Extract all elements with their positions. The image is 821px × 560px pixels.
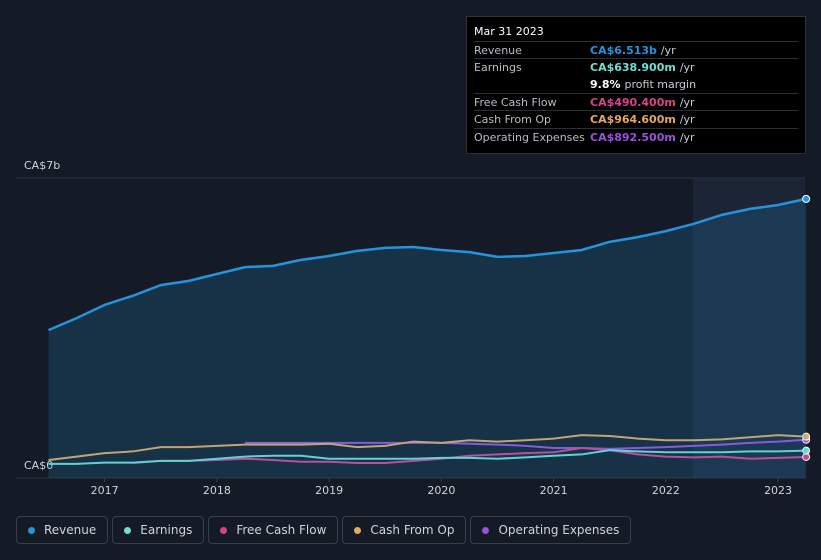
series-line xyxy=(48,434,807,461)
tooltip-unit: /yr xyxy=(660,44,676,57)
tooltip-value: CA$964.600m xyxy=(590,113,676,127)
x-tick-label: 2022 xyxy=(652,484,680,497)
tooltip-label: Free Cash Flow xyxy=(474,95,557,109)
tooltip-value: CA$892.500m xyxy=(590,130,676,144)
legend-dot xyxy=(354,526,362,534)
tooltip-value: CA$638.900m xyxy=(590,61,676,75)
legend-label: Earnings xyxy=(140,523,193,537)
legend-item[interactable]: Earnings xyxy=(112,516,205,544)
highlight-region xyxy=(693,178,805,478)
legend-label: Operating Expenses xyxy=(498,523,620,537)
end-dot xyxy=(802,432,811,441)
legend-item[interactable]: Cash From Op xyxy=(342,516,467,544)
tooltip-label: Operating Expenses xyxy=(474,130,585,144)
legend-label: Free Cash Flow xyxy=(236,523,327,537)
tooltip-row: Cash From Op CA$964.600m/yr xyxy=(474,110,798,128)
tooltip: Mar 31 2023 Revenue CA$6.513b/yr Earnings C… xyxy=(466,16,806,154)
end-dot xyxy=(802,194,811,203)
tooltip-unit: profit margin xyxy=(624,77,697,91)
tooltip-unit: /yr xyxy=(679,113,695,127)
legend-item[interactable]: Revenue xyxy=(16,516,109,544)
legend-dot xyxy=(482,526,490,534)
tooltip-unit: /yr xyxy=(679,61,695,75)
tooltip-label: Revenue xyxy=(474,44,522,57)
x-tick-label: 2018 xyxy=(203,484,231,497)
series-line xyxy=(48,197,807,332)
legend-dot xyxy=(220,526,228,534)
series-line xyxy=(244,438,807,450)
x-tick-label: 2017 xyxy=(91,484,119,497)
tooltip-value: CA$6.513b xyxy=(590,44,657,57)
tooltip-label: Earnings xyxy=(474,61,522,75)
area xyxy=(48,198,807,478)
legend-dot xyxy=(124,526,132,534)
tooltip-row: Revenue CA$6.513b/yr xyxy=(474,41,798,59)
series-line xyxy=(48,449,807,465)
tooltip-value: 9.8% xyxy=(590,77,621,91)
y-tick-label: CA$0 xyxy=(24,459,53,472)
legend-label: Cash From Op xyxy=(370,523,455,537)
legend-label: Revenue xyxy=(44,523,97,537)
legend-item[interactable]: Free Cash Flow xyxy=(208,516,339,544)
tooltip-row: Free Cash Flow CA$490.400m/yr xyxy=(474,92,798,111)
legend: Revenue Earnings Free Cash Flow Cash From O… xyxy=(16,516,632,544)
x-tick-label: 2020 xyxy=(427,484,455,497)
tooltip-row: Operating Expenses CA$892.500m/yr xyxy=(474,127,798,146)
legend-dot xyxy=(28,526,35,534)
x-tick-label: 2023 xyxy=(764,484,792,497)
x-tick-label: 2019 xyxy=(315,484,343,497)
tooltip-unit: /yr xyxy=(679,130,695,144)
legend-item[interactable]: Operating Expenses xyxy=(470,516,632,544)
tooltip-value: CA$490.400m xyxy=(590,95,676,109)
tooltip-row: Earnings CA$638.900m/yr xyxy=(474,58,798,76)
tooltip-unit: /yr xyxy=(679,95,695,109)
tooltip-row: 9.8% profit margin xyxy=(474,76,798,93)
end-dot xyxy=(802,446,811,455)
tooltip-label: Cash From Op xyxy=(474,113,552,127)
y-tick-label: CA$7b xyxy=(24,159,60,172)
series-line xyxy=(132,446,807,464)
tooltip-date: Mar 31 2023 xyxy=(474,25,544,38)
x-tick-label: 2021 xyxy=(540,484,568,497)
